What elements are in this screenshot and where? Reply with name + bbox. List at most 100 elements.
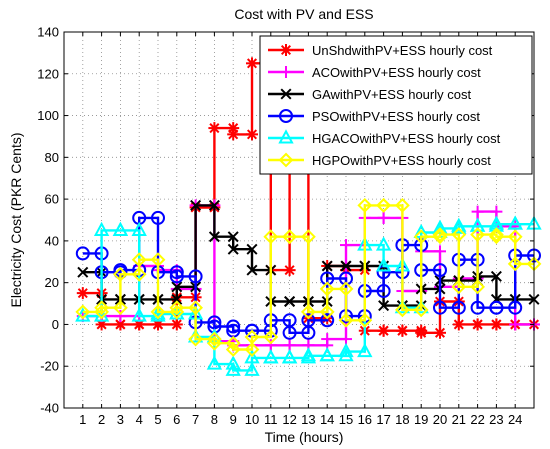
data-point bbox=[169, 269, 184, 284]
data-point bbox=[300, 229, 316, 245]
legend-marker-part bbox=[280, 88, 292, 100]
data-point-part bbox=[340, 260, 352, 272]
data-point-part bbox=[284, 295, 296, 307]
x-axis-label: Time (hours) bbox=[265, 429, 344, 445]
data-point-part bbox=[77, 266, 89, 278]
data-point-part bbox=[171, 319, 182, 330]
data-point bbox=[263, 229, 279, 245]
x-tick-label: 20 bbox=[433, 412, 447, 427]
x-tick-label: 8 bbox=[211, 412, 218, 427]
series-6 bbox=[75, 197, 542, 357]
data-point bbox=[208, 199, 220, 211]
data-point-part bbox=[246, 129, 258, 140]
data-point bbox=[225, 355, 241, 370]
data-point bbox=[451, 279, 467, 295]
data-point bbox=[190, 199, 202, 211]
data-point bbox=[357, 197, 373, 213]
y-tick-label: -40 bbox=[40, 401, 59, 416]
y-tick-label: 80 bbox=[45, 150, 59, 165]
data-point bbox=[432, 229, 448, 245]
x-tick-label: 1 bbox=[79, 412, 86, 427]
data-point-part bbox=[228, 129, 239, 140]
data-point bbox=[227, 128, 240, 141]
data-point bbox=[488, 229, 504, 245]
data-point bbox=[300, 304, 316, 320]
series-line bbox=[82, 223, 534, 372]
data-point bbox=[413, 302, 429, 318]
data-point bbox=[376, 284, 391, 299]
x-tick-label: 11 bbox=[264, 412, 278, 427]
data-point-part bbox=[208, 199, 220, 211]
data-point bbox=[489, 300, 504, 315]
data-point-part bbox=[434, 327, 446, 338]
data-point bbox=[507, 229, 523, 245]
data-point bbox=[150, 252, 166, 268]
legend-label: HGPOwithPV+ESS hourly cost bbox=[312, 153, 491, 168]
legend-label: UnShdwithPV+ESS hourly cost bbox=[312, 43, 493, 58]
data-point-part bbox=[246, 243, 258, 255]
x-tick-label: 5 bbox=[154, 412, 161, 427]
data-point bbox=[357, 342, 373, 358]
data-point bbox=[471, 205, 484, 218]
data-point bbox=[338, 312, 354, 328]
legend-label: PSOwithPV+ESS hourly cost bbox=[312, 109, 480, 124]
data-point bbox=[131, 252, 147, 268]
data-point bbox=[471, 318, 484, 331]
legend-item: ACOwithPV+ESS hourly cost bbox=[268, 65, 481, 80]
data-point bbox=[339, 271, 353, 286]
data-point-part bbox=[321, 260, 333, 272]
x-tick-label: 13 bbox=[301, 412, 315, 427]
data-point bbox=[509, 318, 522, 331]
data-point bbox=[246, 243, 258, 255]
data-point bbox=[76, 287, 89, 300]
legend-marker-part bbox=[280, 44, 292, 56]
data-point bbox=[432, 227, 448, 243]
data-point bbox=[114, 310, 127, 323]
data-point bbox=[206, 355, 223, 370]
legend-marker bbox=[279, 109, 293, 123]
y-tick-label: 100 bbox=[37, 108, 59, 123]
data-point bbox=[451, 227, 467, 243]
data-point bbox=[226, 319, 241, 334]
x-tick-label: 18 bbox=[395, 412, 409, 427]
data-point bbox=[340, 239, 352, 252]
data-point bbox=[340, 260, 352, 272]
x-tick-label: 21 bbox=[452, 412, 466, 427]
data-point-part bbox=[246, 264, 258, 276]
data-point bbox=[507, 256, 523, 272]
data-point bbox=[338, 281, 354, 297]
data-point bbox=[281, 349, 298, 364]
y-tick-label: 60 bbox=[45, 192, 59, 207]
data-point-part bbox=[453, 319, 464, 330]
data-point bbox=[246, 57, 258, 70]
y-tick-label: 0 bbox=[52, 317, 59, 332]
x-tick-label: 24 bbox=[508, 412, 522, 427]
data-point bbox=[394, 302, 410, 318]
x-tick-label: 4 bbox=[136, 412, 143, 427]
series-line bbox=[82, 204, 534, 307]
x-tick-label: 23 bbox=[489, 412, 503, 427]
data-point-part bbox=[171, 281, 183, 293]
data-point bbox=[396, 324, 409, 337]
data-point-part bbox=[491, 319, 502, 330]
x-tick-label: 6 bbox=[173, 412, 180, 427]
x-tick-label: 14 bbox=[320, 412, 334, 427]
data-point bbox=[284, 295, 296, 307]
data-point bbox=[150, 304, 166, 320]
data-point bbox=[433, 263, 447, 278]
y-tick-label: 40 bbox=[45, 233, 59, 248]
data-point-part bbox=[115, 319, 126, 330]
data-point-part bbox=[171, 293, 183, 305]
data-point bbox=[375, 257, 392, 272]
data-point-part bbox=[246, 58, 258, 69]
data-point bbox=[451, 300, 466, 315]
data-point bbox=[490, 318, 503, 331]
data-point bbox=[263, 349, 279, 364]
data-point bbox=[338, 342, 354, 358]
data-point bbox=[263, 329, 279, 345]
legend-item: UnShdwithPV+ESS hourly cost bbox=[268, 43, 493, 58]
data-point bbox=[227, 243, 239, 255]
legend-label: HGACOwithPV+ESS hourly cost bbox=[312, 131, 501, 146]
data-point-part bbox=[472, 319, 483, 330]
